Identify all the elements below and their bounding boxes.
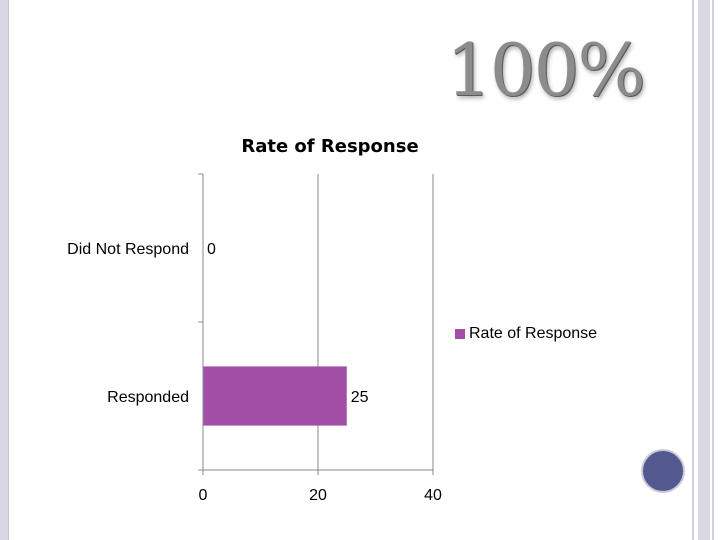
legend-label: Rate of Response — [469, 325, 598, 342]
x-tick-label: 20 — [309, 487, 327, 504]
slide-right-border — [690, 0, 720, 540]
data-label: 0 — [207, 241, 216, 258]
category-label: Did Not Respond — [67, 241, 189, 258]
slide-left-border — [0, 0, 9, 540]
hundred-percent-logo: 100% — [446, 28, 646, 112]
x-tick-label: 0 — [199, 487, 208, 504]
legend-swatch — [455, 329, 465, 339]
category-label: Responded — [107, 389, 189, 406]
bar — [203, 366, 347, 426]
data-label: 25 — [351, 389, 369, 406]
chart-legend: Rate of Response — [455, 325, 597, 343]
chart-title: Rate of Response — [241, 136, 419, 157]
decorative-circle — [641, 449, 685, 493]
x-tick-label: 40 — [424, 487, 442, 504]
